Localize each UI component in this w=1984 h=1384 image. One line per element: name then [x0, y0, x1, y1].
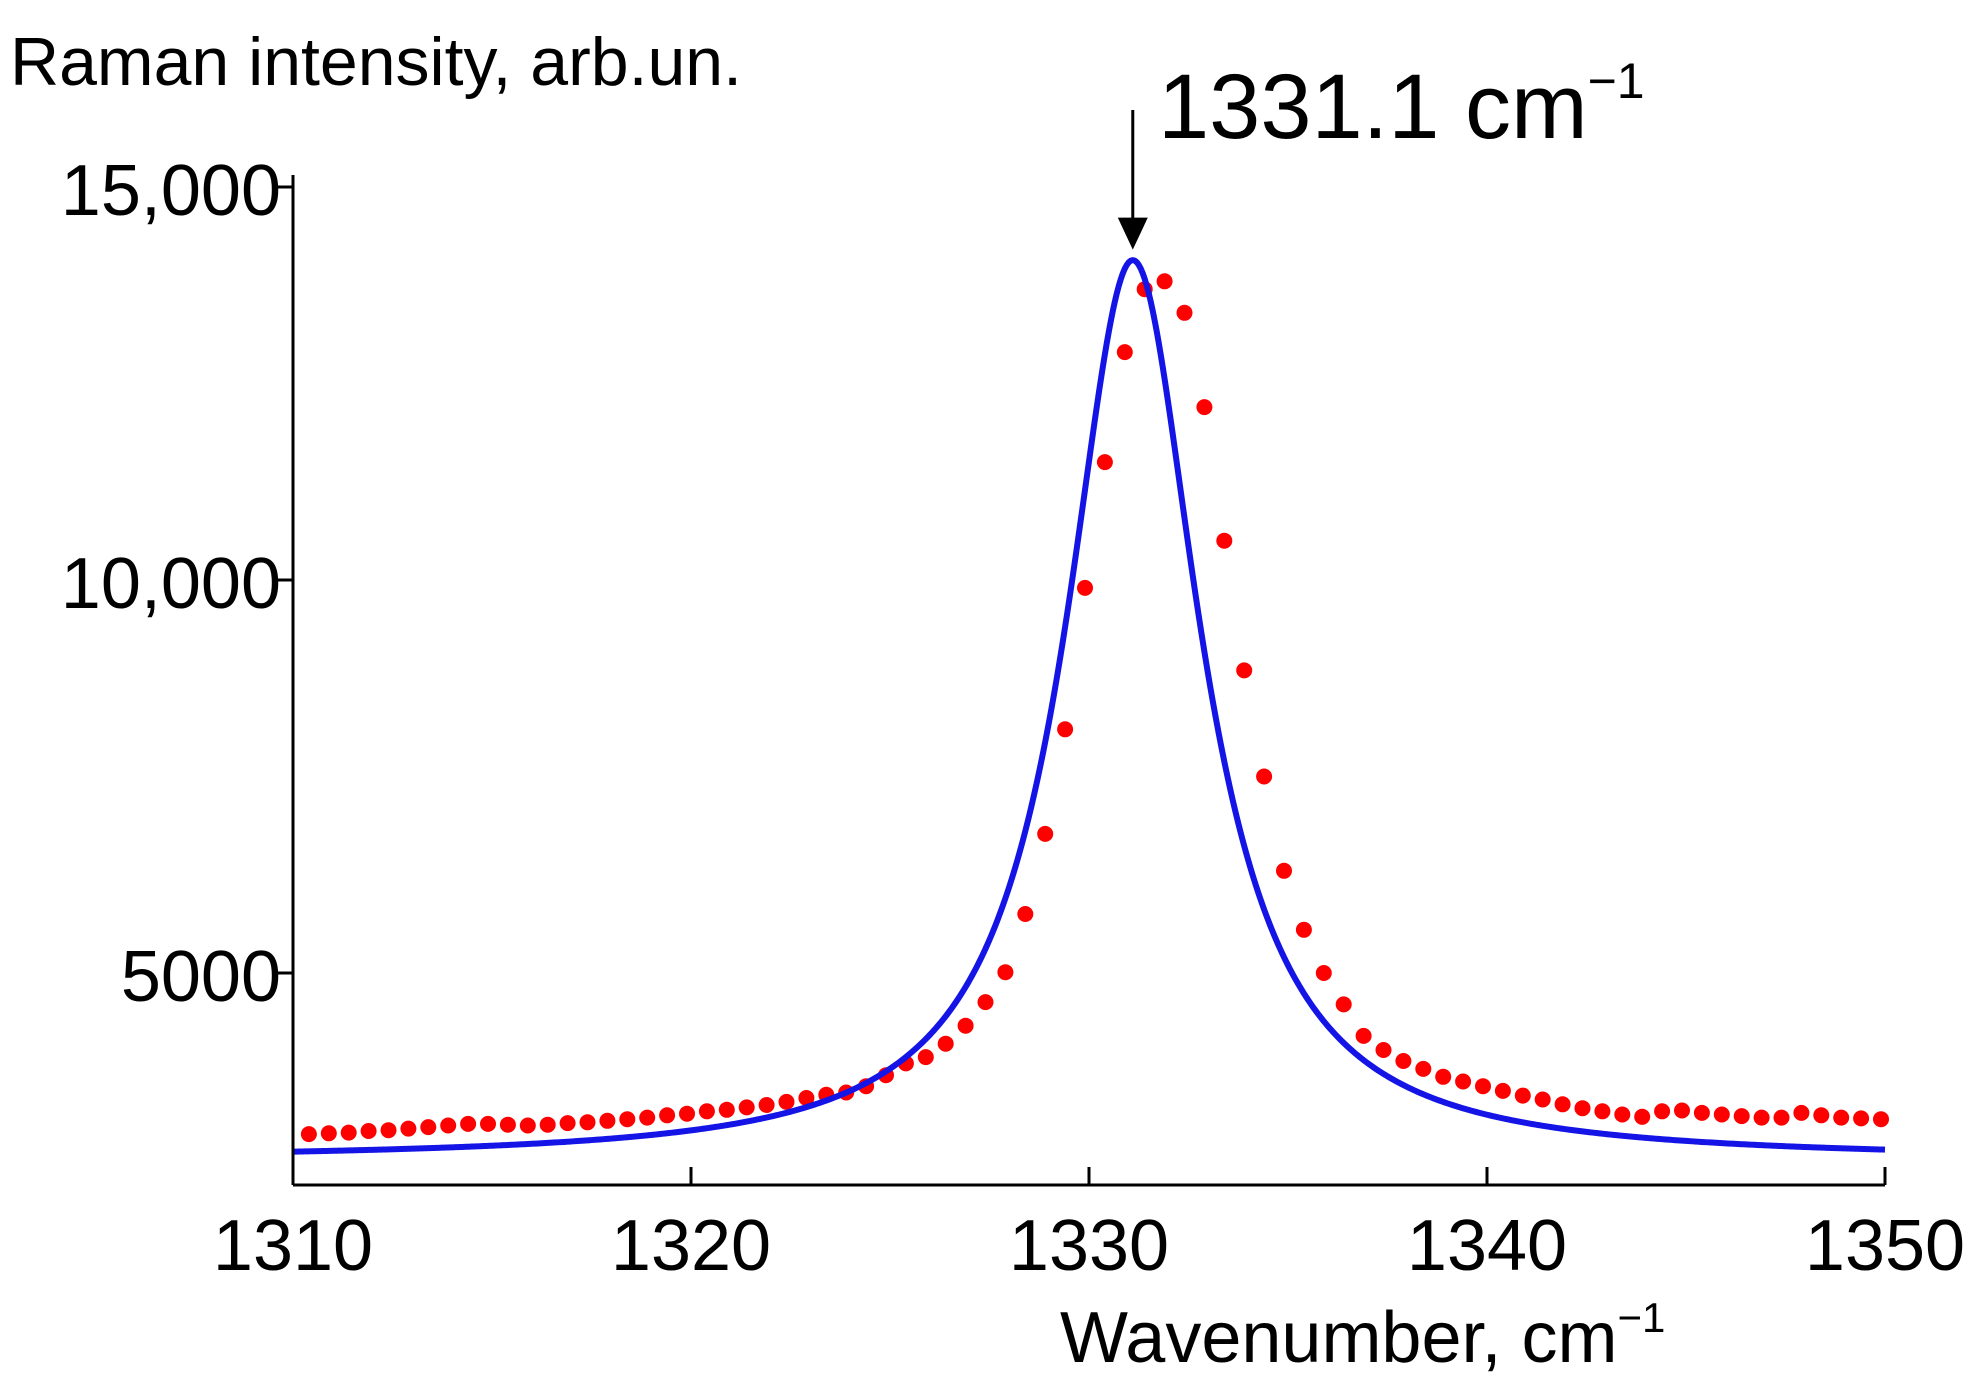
data-point: [1455, 1073, 1472, 1090]
data-point: [1355, 1027, 1372, 1044]
data-point: [1295, 921, 1312, 938]
x-tick-label: 1330: [1009, 1206, 1169, 1286]
y-tick-label: 15,000: [61, 151, 281, 231]
data-point: [1375, 1042, 1392, 1058]
data-point: [718, 1101, 735, 1118]
peak-arrow-head: [1117, 217, 1148, 250]
data-point: [300, 1126, 317, 1143]
data-point: [320, 1125, 337, 1142]
x-tick-label: 1340: [1407, 1206, 1567, 1286]
plot-area: [291, 257, 1889, 1155]
data-point: [778, 1093, 795, 1110]
data-point: [499, 1116, 516, 1133]
fit-line: [291, 257, 1887, 1155]
data-point: [1196, 399, 1213, 416]
data-point: [917, 1049, 934, 1066]
data-point: [1096, 454, 1113, 471]
data-point: [1813, 1107, 1830, 1124]
data-point: [1037, 825, 1054, 842]
data-point: [1733, 1108, 1750, 1125]
x-tick-label: 1320: [611, 1206, 771, 1286]
data-point: [698, 1103, 715, 1120]
data-point: [599, 1112, 616, 1129]
data-point: [1614, 1106, 1631, 1123]
data-point: [1475, 1078, 1491, 1095]
peak-annotation: 1331.1 cm−1: [1117, 53, 1645, 250]
peak-annotation-sup: −1: [1588, 53, 1645, 109]
data-point: [539, 1116, 556, 1133]
peak-annotation-main: 1331.1 cm: [1158, 56, 1588, 158]
data-point: [1594, 1103, 1611, 1120]
data-point: [758, 1097, 775, 1113]
y-tick-label: 5000: [121, 937, 281, 1017]
data-point: [957, 1017, 974, 1034]
data-point: [1395, 1053, 1412, 1069]
data-point: [1554, 1096, 1571, 1113]
data-point: [1674, 1102, 1690, 1119]
data-point: [1534, 1091, 1551, 1108]
data-point: [1057, 721, 1074, 738]
data-point: [1216, 532, 1233, 549]
data-point: [738, 1099, 755, 1116]
data-point: [579, 1114, 596, 1131]
data-point: [1176, 304, 1193, 321]
y-axis-label: Raman intensity, arb.un.: [10, 24, 742, 100]
data-point: [997, 964, 1014, 981]
data-point: [1713, 1106, 1730, 1123]
data-point: [400, 1120, 417, 1137]
data-point: [1077, 579, 1093, 596]
data-point: [1335, 996, 1352, 1013]
data-point: [659, 1107, 676, 1124]
data-point: [1156, 273, 1173, 290]
data-point: [559, 1115, 576, 1132]
data-point: [1276, 862, 1292, 879]
data-point: [1494, 1082, 1511, 1099]
data-point: [1116, 344, 1133, 361]
data-point: [1753, 1109, 1770, 1126]
x-axis-label-main: Wavenumber, cm: [1060, 1298, 1618, 1378]
data-point: [460, 1115, 477, 1132]
x-axis-label-sup: −1: [1618, 1294, 1666, 1341]
data-point: [1654, 1103, 1671, 1120]
data-point: [639, 1109, 656, 1126]
x-tick-label: 1350: [1805, 1206, 1965, 1286]
data-point: [1415, 1060, 1432, 1077]
data-point: [1773, 1109, 1790, 1126]
data-point: [1574, 1100, 1591, 1117]
data-point: [1256, 768, 1273, 785]
data-point: [360, 1123, 377, 1139]
data-point: [380, 1122, 397, 1139]
axis-ticks: 5000 10,000 15,000 1310 1320 1330 1340 1350: [61, 151, 1965, 1286]
data-point: [1514, 1087, 1531, 1104]
x-axis-label: Wavenumber, cm−1: [1060, 1294, 1665, 1378]
data-point: [480, 1115, 496, 1132]
x-tick-label: 1310: [213, 1206, 373, 1286]
data-point: [679, 1105, 695, 1122]
data-point: [1853, 1110, 1870, 1127]
data-point: [977, 994, 994, 1011]
data-point: [1833, 1109, 1850, 1126]
data-point: [1873, 1111, 1889, 1128]
data-point: [1793, 1104, 1810, 1121]
data-point: [1693, 1104, 1710, 1121]
data-point: [1634, 1108, 1651, 1125]
data-point: [937, 1035, 954, 1052]
peak-annotation-label: 1331.1 cm−1: [1158, 53, 1645, 158]
y-tick-label: 10,000: [61, 544, 281, 624]
data-point: [519, 1117, 536, 1134]
data-point: [1236, 662, 1253, 679]
data-point: [619, 1111, 636, 1128]
data-point: [1017, 906, 1034, 922]
data-point: [420, 1119, 437, 1136]
data-point: [1435, 1068, 1452, 1085]
data-point: [340, 1124, 357, 1141]
data-point: [1315, 965, 1332, 981]
data-point: [798, 1090, 815, 1106]
data-point: [440, 1117, 457, 1134]
